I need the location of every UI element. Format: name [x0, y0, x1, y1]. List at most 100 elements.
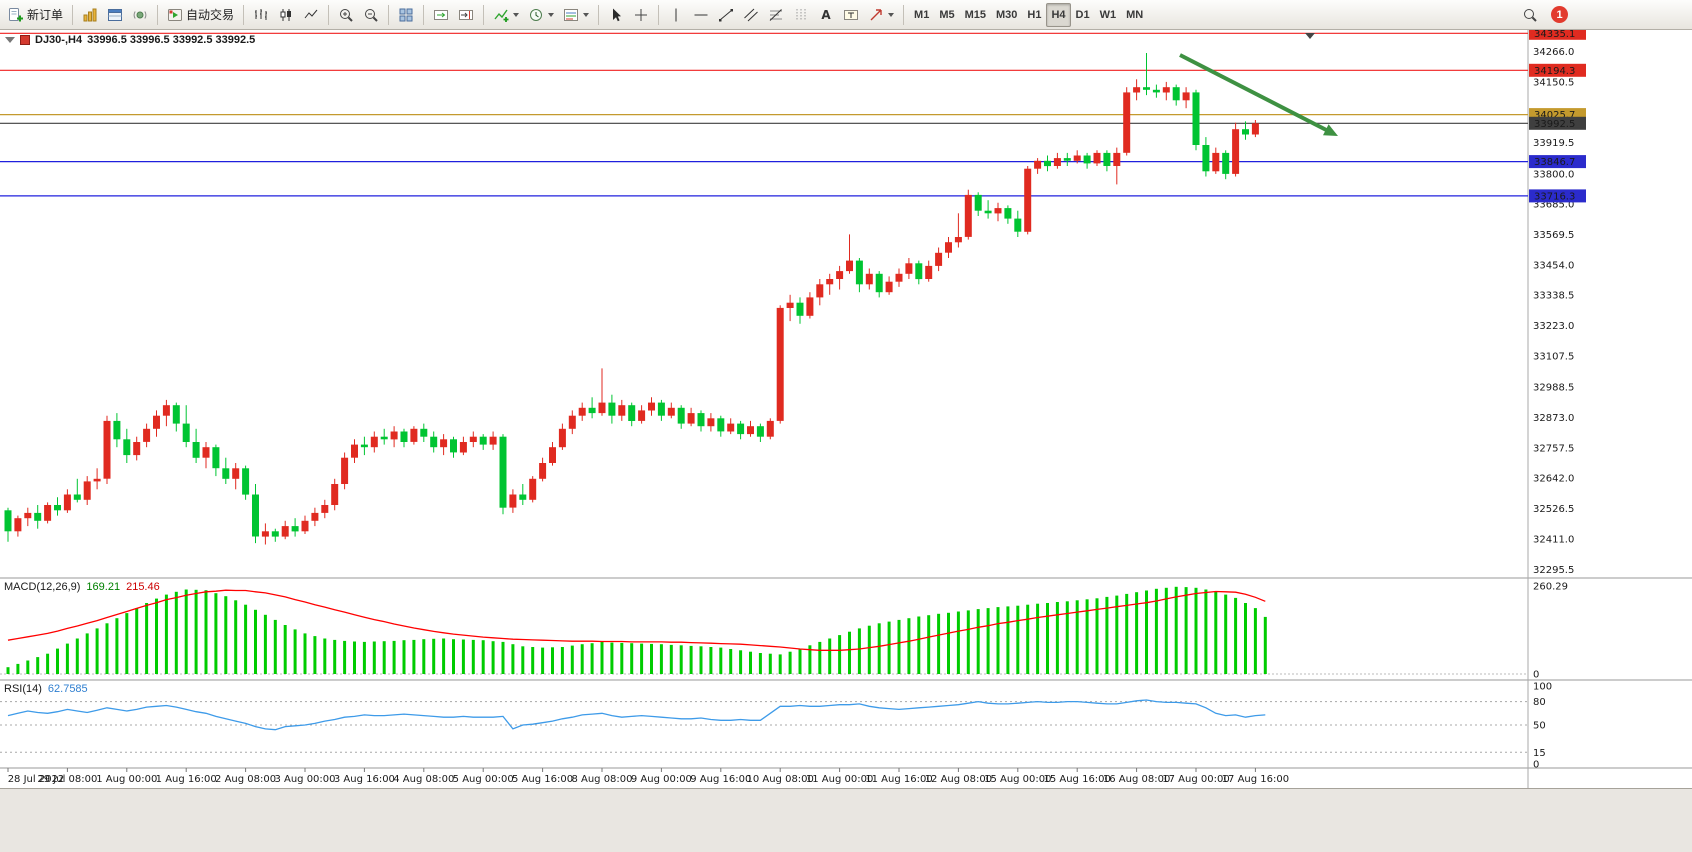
- panel-separators: [0, 30, 1692, 788]
- svg-text:3 Aug 00:00: 3 Aug 00:00: [274, 774, 335, 785]
- market-watch-button[interactable]: [78, 3, 102, 27]
- price-level-badge: [1529, 63, 1586, 77]
- text-label-button[interactable]: [839, 3, 863, 27]
- price-level-badge: [1529, 155, 1586, 169]
- templates-button[interactable]: [559, 3, 593, 27]
- auto-scroll-icon: [434, 9, 449, 20]
- trendline-button[interactable]: [714, 3, 738, 27]
- line-chart-type-button[interactable]: [299, 3, 323, 27]
- rsi-panel[interactable]: [0, 699, 1528, 753]
- timeframe-button-m5[interactable]: M5: [934, 3, 959, 27]
- price-level-badge: [1529, 116, 1586, 130]
- price-panel[interactable]: [0, 32, 1528, 545]
- svg-text:15 Aug 00:00: 15 Aug 00:00: [984, 774, 1051, 785]
- auto-trading-label: 自动交易: [186, 8, 235, 22]
- zoom-out-button[interactable]: [359, 3, 383, 27]
- vertical-line-button[interactable]: [664, 3, 688, 27]
- grid-lines-button[interactable]: [789, 3, 813, 27]
- svg-text:11 Aug 00:00: 11 Aug 00:00: [806, 774, 873, 785]
- bar-chart-type-button[interactable]: [249, 3, 273, 27]
- fibonacci-button[interactable]: [764, 3, 788, 27]
- bar-chart-icon: [255, 8, 268, 20]
- timeframe-button-m1[interactable]: M1: [909, 3, 934, 27]
- template-icon: [564, 8, 579, 21]
- auto-trading-button[interactable]: 自动交易: [163, 3, 238, 27]
- chart-area[interactable]: 28 Jul 2022 29 Jul 08:00 1 Aug 00:00 1 Aug …: [0, 30, 1692, 788]
- add-indicator-icon: [494, 9, 509, 22]
- trend-arrow-annotation[interactable]: [1179, 53, 1331, 134]
- horizontal-line-icon: [694, 14, 708, 15]
- svg-text:33716.3: 33716.3: [1534, 191, 1575, 202]
- dropdown-caret-icon: [513, 12, 520, 17]
- cursor-button[interactable]: [604, 3, 628, 27]
- svg-text:32757.5: 32757.5: [1533, 443, 1574, 454]
- timeframe-button-mn[interactable]: MN: [1121, 3, 1148, 27]
- price-scale[interactable]: 34266.034150.534035.033919.533800.033685…: [1529, 30, 1586, 771]
- new-order-button[interactable]: 新订单: [4, 3, 67, 27]
- search-button[interactable]: [1518, 3, 1542, 27]
- dropdown-caret-icon: [583, 12, 590, 17]
- svg-text:34194.3: 34194.3: [1534, 66, 1575, 77]
- svg-text:33454.0: 33454.0: [1533, 260, 1574, 271]
- chart-shift-icon: [459, 9, 474, 20]
- svg-text:17 Aug 00:00: 17 Aug 00:00: [1162, 774, 1229, 785]
- toolbar-separator: [658, 4, 660, 25]
- arrows-button[interactable]: [864, 3, 898, 27]
- chart-shift-button[interactable]: [454, 3, 478, 27]
- svg-text:0: 0: [1533, 670, 1539, 681]
- zoom-in-button[interactable]: [334, 3, 358, 27]
- sound-button[interactable]: [128, 3, 152, 27]
- indicators-button[interactable]: [489, 3, 523, 27]
- svg-text:4 Aug 08:00: 4 Aug 08:00: [393, 774, 454, 785]
- macd-value: 169.21: [86, 581, 121, 593]
- price-level-badge: [1529, 30, 1586, 40]
- tile-windows-button[interactable]: [394, 3, 418, 27]
- svg-text:8 Aug 08:00: 8 Aug 08:00: [571, 774, 632, 785]
- zoom-out-icon: [365, 8, 378, 22]
- data-window-button[interactable]: [103, 3, 127, 27]
- svg-text:33992.5: 33992.5: [1534, 119, 1575, 130]
- timeframe-button-h4[interactable]: H4: [1046, 2, 1071, 27]
- equidistant-channel-icon: [744, 8, 758, 21]
- price-level-badge: [1529, 189, 1586, 203]
- macd-signal-value: 215.46: [126, 581, 160, 593]
- timeframe-button-m15[interactable]: M15: [960, 3, 991, 27]
- line-chart-icon: [304, 9, 318, 18]
- timeframe-button-m30[interactable]: M30: [991, 3, 1022, 27]
- periods-button[interactable]: [524, 3, 558, 27]
- trendline-icon: [719, 8, 734, 21]
- timeframe-button-d1[interactable]: D1: [1071, 3, 1095, 27]
- svg-text:33338.5: 33338.5: [1533, 291, 1574, 302]
- horizontal-line-button[interactable]: [689, 3, 713, 27]
- svg-text:33846.7: 33846.7: [1534, 157, 1575, 168]
- zoom-in-icon: [340, 8, 353, 22]
- chart-shift-marker[interactable]: [1305, 33, 1315, 39]
- svg-text:28 Jul 2022: 28 Jul 2022: [8, 774, 65, 785]
- svg-text:9 Aug 00:00: 9 Aug 00:00: [631, 774, 692, 785]
- timeframe-button-w1[interactable]: W1: [1095, 3, 1122, 27]
- rsi-label: RSI(14) 62.7585: [4, 683, 88, 695]
- dropdown-caret-icon: [888, 12, 895, 17]
- toolbar-separator: [598, 4, 600, 25]
- svg-text:5 Aug 16:00: 5 Aug 16:00: [512, 774, 573, 785]
- oneclick-trading-toggle-icon[interactable]: [5, 37, 15, 43]
- candlestick-chart-type-button[interactable]: [274, 3, 298, 27]
- crosshair-button[interactable]: [629, 3, 653, 27]
- svg-text:34150.5: 34150.5: [1533, 77, 1574, 88]
- notification-badge[interactable]: 1: [1551, 6, 1568, 23]
- svg-text:1 Aug 16:00: 1 Aug 16:00: [156, 774, 217, 785]
- svg-text:33919.5: 33919.5: [1533, 138, 1574, 149]
- svg-text:10 Aug 08:00: 10 Aug 08:00: [746, 774, 813, 785]
- text-button[interactable]: A: [814, 3, 838, 27]
- main-toolbar: 新订单: [0, 0, 1692, 30]
- crosshair-icon: [635, 8, 648, 21]
- auto-scroll-button[interactable]: [429, 3, 453, 27]
- text-label-icon: [844, 9, 859, 20]
- toolbar-separator: [423, 4, 425, 25]
- auto-trading-icon: [168, 8, 183, 21]
- timeframe-button-h1[interactable]: H1: [1022, 3, 1046, 27]
- channel-button[interactable]: [739, 3, 763, 27]
- macd-panel[interactable]: [0, 586, 1528, 675]
